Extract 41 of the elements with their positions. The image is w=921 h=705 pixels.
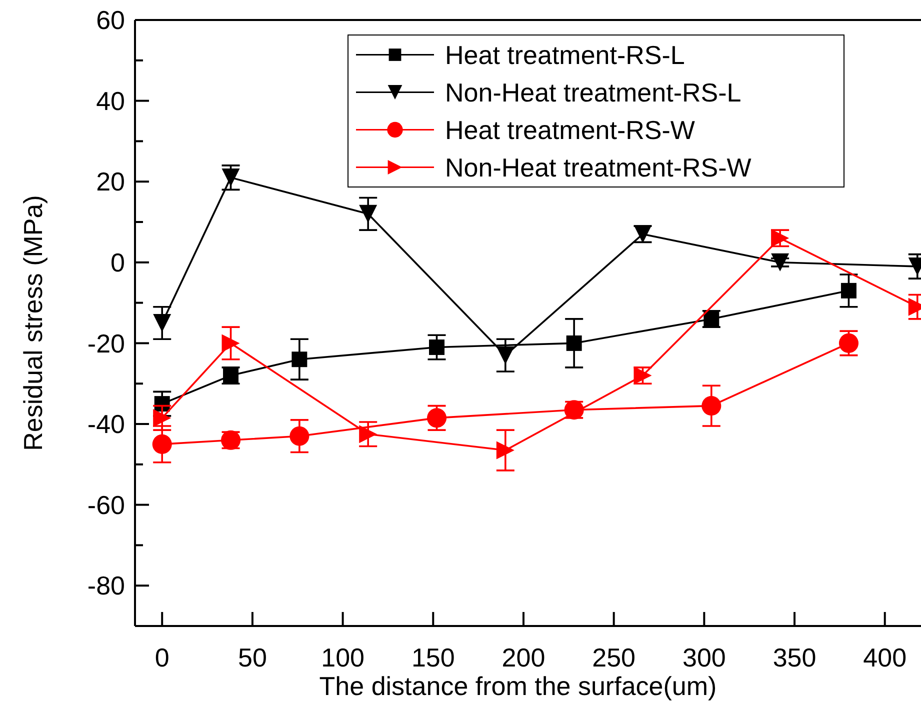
point [566, 335, 582, 351]
x-tick-label: 100 [321, 642, 364, 672]
point [496, 346, 514, 364]
y-tick-label: -60 [87, 490, 125, 520]
x-tick-label: 300 [682, 642, 726, 672]
y-axis-title: Residual stress (MPa) [18, 195, 48, 451]
point [152, 434, 172, 454]
x-axis-title: The distance from the surface(um) [319, 671, 717, 701]
point [496, 441, 514, 460]
x-tick-label: 400 [863, 642, 907, 672]
point [222, 334, 240, 352]
point [359, 204, 378, 223]
point [359, 425, 378, 444]
legend-label: Heat treatment-RS-L [445, 40, 685, 70]
point [290, 426, 310, 446]
point [771, 253, 790, 272]
point [429, 339, 444, 355]
x-tick-label: 250 [592, 642, 636, 672]
y-tick-label: 40 [96, 86, 125, 116]
y-tick-label: 60 [96, 5, 125, 36]
point [426, 408, 447, 428]
x-tick-label: 350 [772, 642, 816, 672]
x-tick-label: 200 [502, 642, 546, 672]
x-tick-label: 50 [238, 642, 267, 672]
legend-label: Heat treatment-RS-W [445, 114, 696, 145]
y-tick-label: 20 [96, 166, 125, 197]
x-tick-label: 0 [154, 642, 170, 672]
point [292, 352, 308, 368]
x-tick-label: 150 [411, 642, 455, 672]
legend-label: Non-Heat treatment-RS-W [445, 152, 752, 182]
y-tick-label: -20 [87, 328, 125, 358]
y-tick-label: 0 [110, 248, 125, 278]
y-tick-label: -80 [87, 570, 125, 601]
point [840, 282, 856, 298]
legend-label: Non-Heat treatment-RS-L [445, 77, 742, 108]
point [702, 396, 722, 416]
point [222, 168, 240, 187]
point [838, 333, 858, 353]
point [153, 314, 172, 332]
point [153, 408, 172, 427]
y-tick-label: -40 [87, 409, 125, 440]
